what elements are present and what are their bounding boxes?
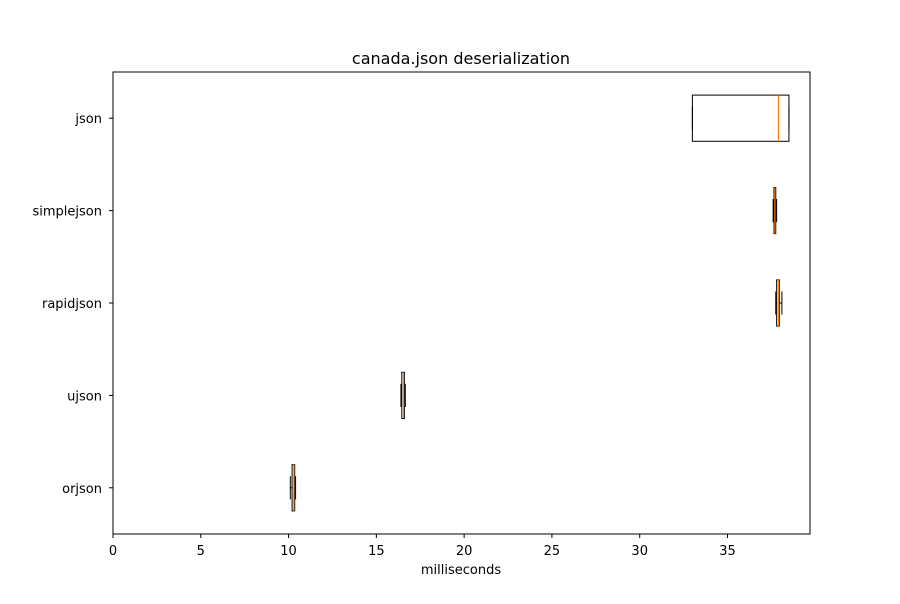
x-tick-label: 15 [368,544,385,559]
y-tick-label: ujson [67,389,102,404]
x-tick-label: 35 [719,544,736,559]
x-tick-label: 0 [109,544,117,559]
x-axis-label: milliseconds [421,563,501,578]
x-tick-label: 30 [631,544,648,559]
y-tick-label: json [74,112,102,127]
y-tick-label: orjson [62,482,102,497]
y-tick-label: simplejson [33,205,103,220]
box [691,94,790,142]
x-tick-label: 20 [456,544,473,559]
axes-frame [112,71,811,535]
chart-title: canada.json deserialization [352,49,570,68]
x-tick-label: 5 [197,544,205,559]
plot-area: 0 5 10 15 20 25 30 35 orjson ujson rapidjson simple… [33,94,790,559]
x-tick-label: 25 [544,544,561,559]
x-tick-label: 10 [280,544,297,559]
y-tick-label: rapidjson [42,297,102,312]
